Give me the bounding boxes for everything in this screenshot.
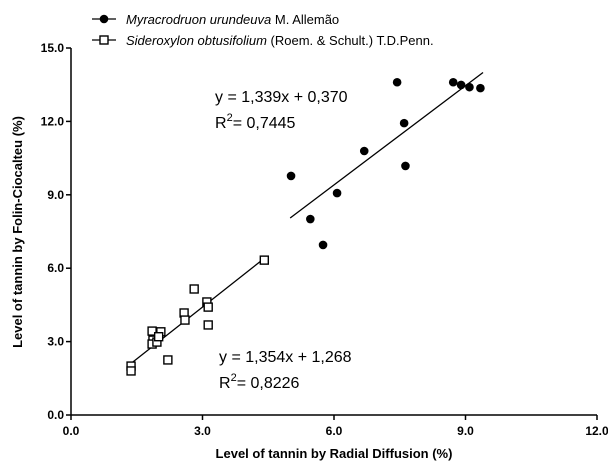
y-axis-title: Level of tannin by Folin-Ciocalteu (%) bbox=[10, 116, 25, 348]
point bbox=[332, 188, 342, 198]
legend-name: Sideroxylon obtusifolium bbox=[126, 33, 267, 48]
point bbox=[448, 77, 458, 87]
r-squared: R2= 0,7445 bbox=[215, 112, 296, 132]
point bbox=[359, 146, 369, 156]
point bbox=[203, 320, 213, 330]
point bbox=[126, 366, 136, 376]
legend-suffix: M. Allemão bbox=[271, 12, 339, 27]
legend-suffix: (Roem. & Schult.) T.D.Penn. bbox=[267, 33, 434, 48]
point bbox=[147, 326, 157, 336]
point bbox=[306, 214, 315, 224]
legend-label: Sideroxylon obtusifolium (Roem. & Schult… bbox=[126, 33, 434, 48]
y-tick-label: 6.0 bbox=[47, 261, 64, 275]
point bbox=[153, 332, 164, 342]
point bbox=[203, 302, 213, 312]
r-power: 2 bbox=[231, 372, 237, 384]
x-tick-label: 3.0 bbox=[194, 424, 211, 438]
point bbox=[259, 255, 270, 265]
r-value: = 0,7445 bbox=[233, 115, 296, 132]
y-tick-label: 12.0 bbox=[41, 114, 65, 128]
point bbox=[163, 355, 173, 365]
legend-marker bbox=[99, 35, 109, 45]
point bbox=[189, 284, 199, 294]
y-tick-label: 15.0 bbox=[41, 41, 65, 55]
point bbox=[476, 83, 485, 93]
x-tick-label: 0.0 bbox=[63, 424, 80, 438]
regression-line bbox=[289, 71, 484, 219]
r-prefix: R bbox=[219, 375, 231, 392]
point bbox=[392, 77, 402, 87]
legend-name: Myracrodruon urundeuva bbox=[126, 12, 271, 27]
x-tick-label: 9.0 bbox=[457, 424, 474, 438]
equation: y = 1,339x + 0,370 bbox=[215, 89, 348, 106]
x-axis-title: Level of tannin by Radial Diffusion (%) bbox=[216, 446, 453, 461]
x-tick-label: 6.0 bbox=[326, 424, 343, 438]
point bbox=[286, 171, 296, 181]
legend-label: Myracrodruon urundeuva M. Allemão bbox=[126, 12, 339, 27]
y-tick-label: 9.0 bbox=[47, 188, 64, 202]
point bbox=[399, 118, 409, 128]
point bbox=[456, 80, 466, 90]
point bbox=[401, 161, 410, 171]
y-tick-label: 0.0 bbox=[47, 408, 64, 422]
x-tick-label: 12.0 bbox=[585, 424, 608, 438]
y-tick-label: 3.0 bbox=[47, 335, 64, 349]
r-prefix: R bbox=[215, 115, 227, 132]
legend-marker bbox=[99, 14, 109, 24]
point bbox=[318, 240, 328, 250]
point bbox=[465, 82, 474, 92]
point bbox=[180, 315, 190, 325]
r-power: 2 bbox=[227, 112, 233, 124]
r-squared: R2= 0,8226 bbox=[219, 372, 300, 392]
equation: y = 1,354x + 1,268 bbox=[219, 349, 352, 366]
r-value: = 0,8226 bbox=[237, 375, 300, 392]
